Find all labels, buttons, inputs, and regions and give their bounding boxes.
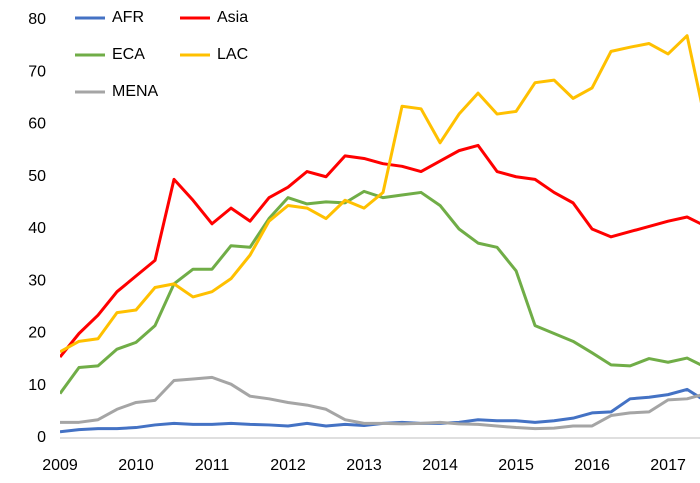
x-tick-label: 2016 xyxy=(574,457,610,474)
legend-label: LAC xyxy=(217,46,248,63)
y-tick-label: 10 xyxy=(28,377,46,394)
x-tick-label: 2015 xyxy=(498,457,534,474)
y-tick-label: 80 xyxy=(28,11,46,28)
x-tick-label: 2013 xyxy=(346,457,382,474)
y-tick-label: 30 xyxy=(28,272,46,289)
x-tick-label: 2011 xyxy=(195,457,230,474)
x-tick-label: 2017 xyxy=(650,457,686,474)
plot-area xyxy=(60,34,700,434)
y-tick-label: 60 xyxy=(28,116,46,133)
y-tick-label: 20 xyxy=(28,325,46,342)
legend-label: AFR xyxy=(112,9,144,26)
legend-label: MENA xyxy=(112,83,159,100)
series-line xyxy=(60,387,700,434)
x-tick-label: 2012 xyxy=(270,457,306,474)
x-tick-label: 2009 xyxy=(42,457,78,474)
series-line xyxy=(60,375,700,431)
x-tick-label: 2010 xyxy=(118,457,154,474)
series-line xyxy=(60,189,700,395)
y-tick-label: 40 xyxy=(28,220,46,237)
y-tick-label: 50 xyxy=(28,168,46,185)
y-tick-label: 70 xyxy=(28,63,46,80)
legend-label: Asia xyxy=(217,9,248,26)
x-tick-label: 2014 xyxy=(422,457,458,474)
series-line xyxy=(60,143,700,358)
legend-label: ECA xyxy=(112,46,145,63)
series-line xyxy=(60,34,700,354)
y-tick-label: 0 xyxy=(37,429,46,446)
